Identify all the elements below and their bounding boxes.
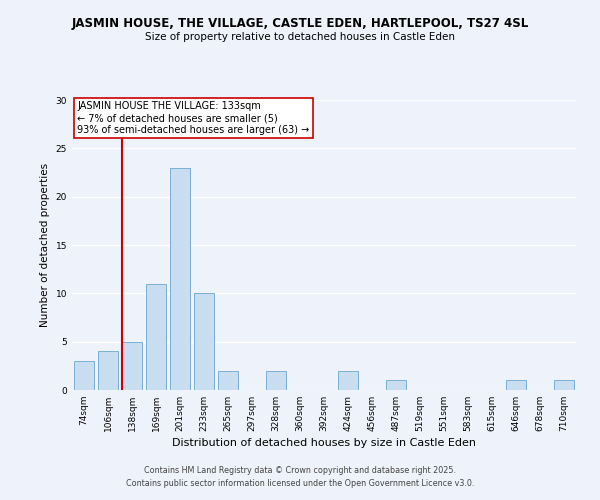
Bar: [218, 370, 238, 390]
X-axis label: Distribution of detached houses by size in Castle Eden: Distribution of detached houses by size …: [172, 438, 476, 448]
Bar: [74, 361, 94, 390]
Text: JASMIN HOUSE THE VILLAGE: 133sqm
← 7% of detached houses are smaller (5)
93% of : JASMIN HOUSE THE VILLAGE: 133sqm ← 7% of…: [77, 102, 309, 134]
Bar: [122, 342, 142, 390]
Bar: [506, 380, 526, 390]
Bar: [266, 370, 286, 390]
Bar: [338, 370, 358, 390]
Y-axis label: Number of detached properties: Number of detached properties: [40, 163, 50, 327]
Text: Contains HM Land Registry data © Crown copyright and database right 2025.
Contai: Contains HM Land Registry data © Crown c…: [126, 466, 474, 487]
Text: JASMIN HOUSE, THE VILLAGE, CASTLE EDEN, HARTLEPOOL, TS27 4SL: JASMIN HOUSE, THE VILLAGE, CASTLE EDEN, …: [71, 18, 529, 30]
Text: Size of property relative to detached houses in Castle Eden: Size of property relative to detached ho…: [145, 32, 455, 42]
Bar: [170, 168, 190, 390]
Bar: [194, 294, 214, 390]
Bar: [146, 284, 166, 390]
Bar: [386, 380, 406, 390]
Bar: [98, 352, 118, 390]
Bar: [554, 380, 574, 390]
